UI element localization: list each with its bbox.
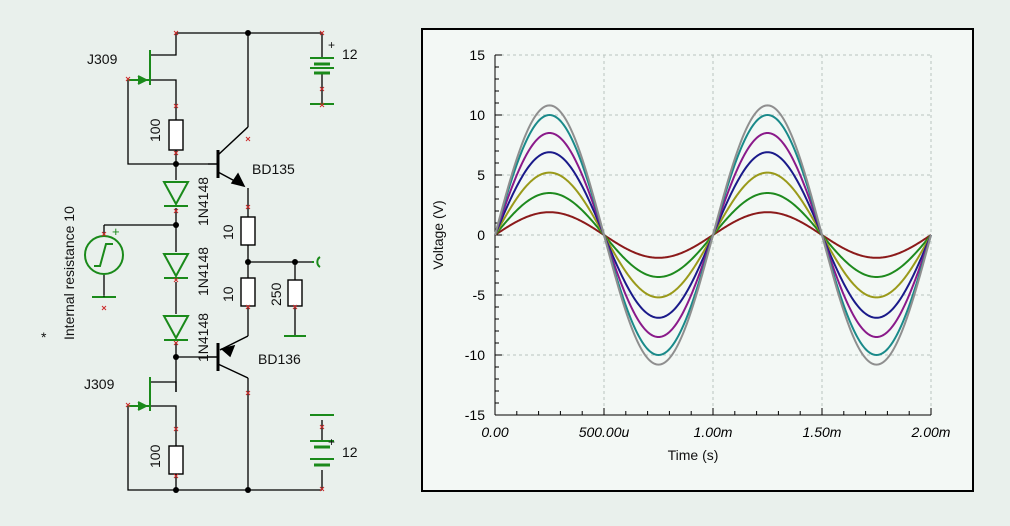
- resistor-emitter-top: [240, 216, 256, 246]
- diode-2: [162, 253, 190, 279]
- bd135-label: BD135: [252, 161, 295, 177]
- diode-3: [162, 315, 190, 341]
- x-tick-label: 1.50m: [803, 424, 842, 440]
- battery-bottom: [310, 440, 334, 467]
- source-label: Internal resistance 10: [61, 206, 77, 340]
- y-axis-label: Voltage (V): [430, 200, 446, 269]
- x-tick-label: 2.00m: [911, 424, 951, 440]
- r-top-source-label: 100: [147, 118, 163, 142]
- y-tick-label: 0: [477, 227, 485, 243]
- y-tick-label: -5: [473, 287, 486, 303]
- diode-2-label: 1N4148: [195, 247, 211, 296]
- circuit-schematic: + J309 J309 BD13: [41, 30, 358, 493]
- transistor-bd135: [208, 126, 249, 188]
- jfet-bottom-label: J309: [84, 376, 115, 392]
- diode-1-label: 1N4148: [195, 177, 211, 226]
- jfet-top-label: J309: [87, 51, 118, 67]
- transistor-bd136: [208, 335, 249, 379]
- r-emitter-bottom-label: 10: [220, 286, 236, 302]
- battery-bottom-plus: +: [328, 435, 335, 449]
- source-plus: +: [112, 224, 120, 239]
- battery-top: [310, 57, 334, 75]
- y-tick-label: -10: [465, 347, 485, 363]
- series-line-7: [494, 104, 932, 366]
- r-bottom-source-label: 100: [147, 444, 163, 468]
- y-tick-label: 5: [477, 167, 485, 183]
- r-load-label: 250: [268, 282, 284, 306]
- diode-1: [162, 181, 190, 207]
- supply-top-label: 12: [342, 46, 358, 62]
- simulation-plot: 15 10 5 0 -5 -10 -15 0.00 500.00u 1.00m 1.50m 2.00m…: [421, 28, 974, 492]
- source-marker: *: [41, 329, 47, 345]
- y-tick-label: 10: [469, 107, 485, 123]
- bd136-label: BD136: [258, 351, 301, 367]
- battery-top-plus: +: [328, 38, 335, 52]
- x-tick-label: 0.00: [481, 424, 508, 440]
- r-emitter-top-label: 10: [220, 224, 236, 240]
- resistor-emitter-bottom: [240, 277, 256, 307]
- resistor-bottom-source: [168, 445, 184, 475]
- resistor-load: [287, 279, 303, 307]
- diode-3-label: 1N4148: [195, 313, 211, 362]
- resistor-top-source: [168, 119, 184, 151]
- y-tick-label: -15: [465, 407, 485, 423]
- y-tick-label: 15: [469, 47, 485, 63]
- x-axis-label: Time (s): [668, 447, 719, 463]
- jfet-top: [128, 50, 151, 85]
- x-tick-label: 1.00m: [694, 424, 733, 440]
- x-tick-label: 500.00u: [579, 424, 630, 440]
- voltage-time-chart: 15 10 5 0 -5 -10 -150.00 500.00u 1.00m 1.50m 2.00m…: [430, 47, 951, 463]
- signal-source: [84, 235, 124, 275]
- supply-bottom-label: 12: [342, 444, 358, 460]
- jfet-bottom: [128, 377, 151, 411]
